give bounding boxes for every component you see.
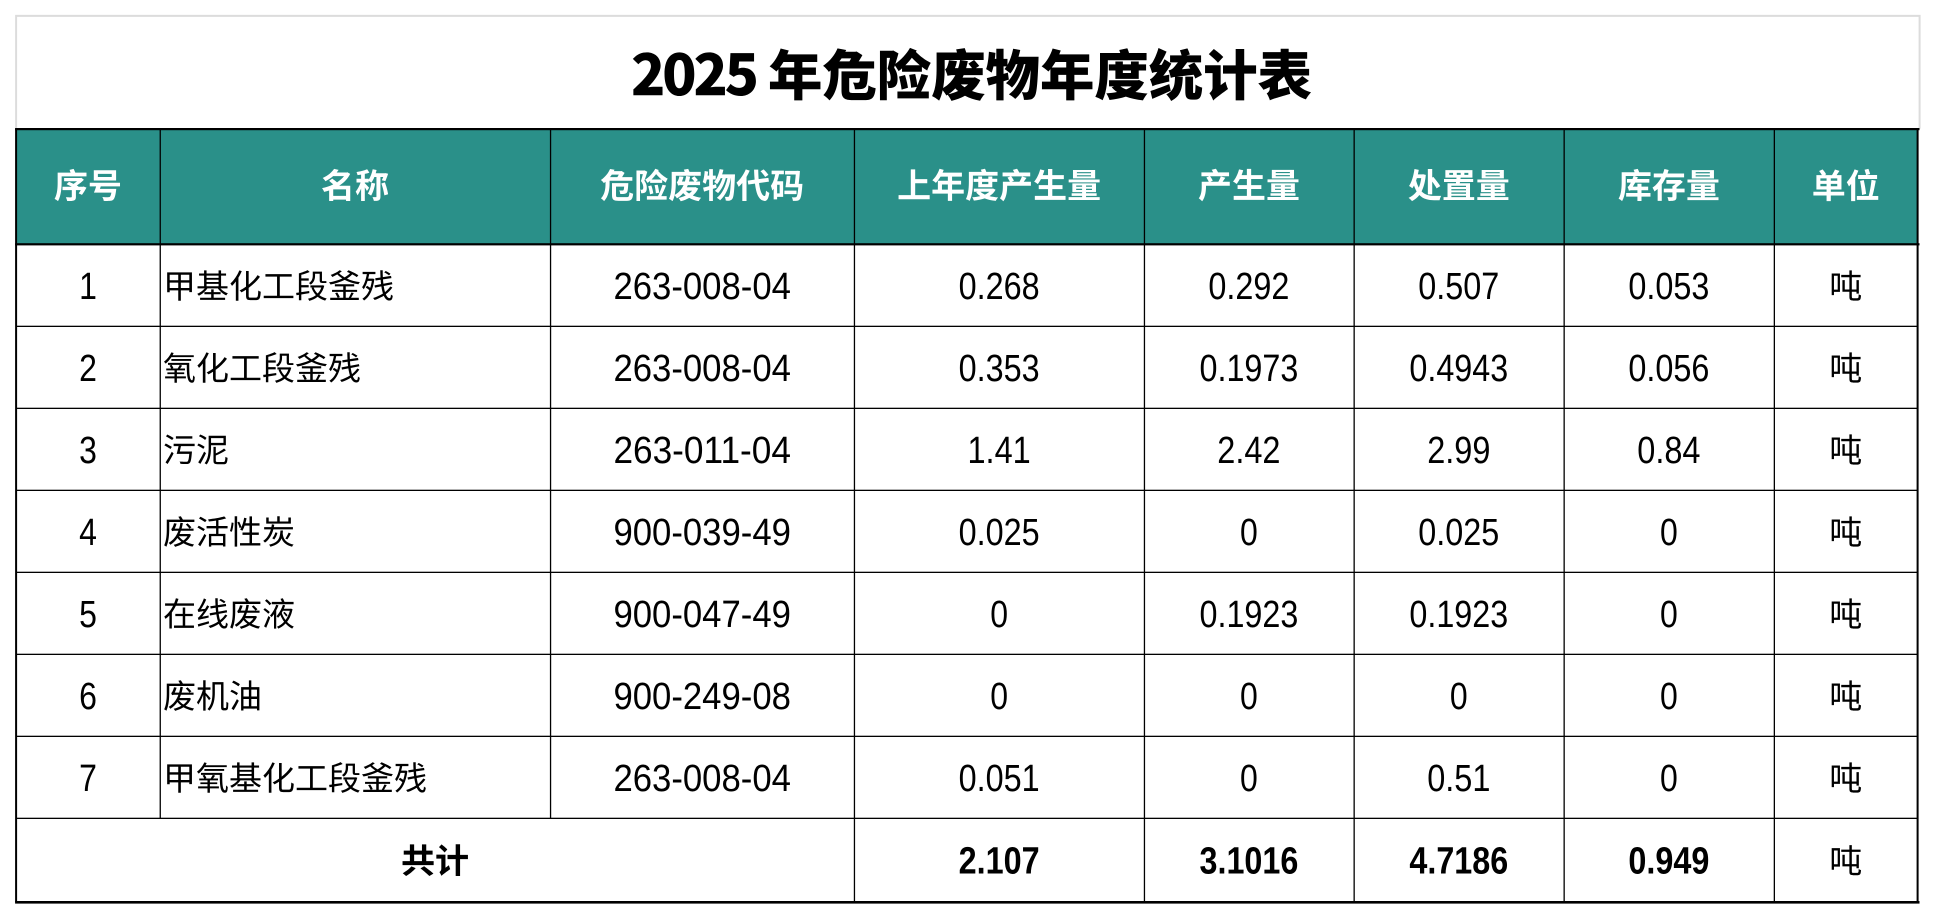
svg-text:0: 0: [1240, 512, 1258, 554]
svg-text:0.84: 0.84: [1637, 430, 1700, 472]
svg-text:0: 0: [990, 594, 1008, 636]
svg-text:6: 6: [79, 676, 97, 718]
svg-text:2.107: 2.107: [959, 840, 1040, 882]
svg-text:0.053: 0.053: [1628, 266, 1709, 308]
svg-text:0.056: 0.056: [1628, 348, 1709, 390]
svg-text:0: 0: [1240, 758, 1258, 800]
svg-text:0.268: 0.268: [959, 266, 1040, 308]
svg-text:0: 0: [1240, 676, 1258, 718]
svg-text:4.7186: 4.7186: [1409, 840, 1508, 882]
svg-text:263-008-04: 263-008-04: [613, 266, 791, 308]
svg-text:0: 0: [990, 676, 1008, 718]
svg-text:0.1973: 0.1973: [1200, 348, 1299, 390]
svg-text:0.353: 0.353: [959, 348, 1040, 390]
svg-text:0: 0: [1660, 594, 1678, 636]
svg-text:0.051: 0.051: [959, 758, 1040, 800]
svg-text:900-039-49: 900-039-49: [613, 512, 791, 554]
svg-text:2.99: 2.99: [1427, 430, 1490, 472]
svg-text:0.025: 0.025: [959, 512, 1040, 554]
svg-text:3.1016: 3.1016: [1200, 840, 1299, 882]
svg-text:0.292: 0.292: [1208, 266, 1289, 308]
svg-text:2.42: 2.42: [1217, 430, 1280, 472]
svg-text:263-008-04: 263-008-04: [613, 348, 791, 390]
svg-text:0.949: 0.949: [1628, 840, 1709, 882]
svg-text:0.51: 0.51: [1427, 758, 1490, 800]
svg-text:0: 0: [1660, 512, 1678, 554]
svg-text:0.507: 0.507: [1418, 266, 1499, 308]
svg-text:0.4943: 0.4943: [1409, 348, 1508, 390]
svg-text:0: 0: [1660, 758, 1678, 800]
svg-text:0: 0: [1660, 676, 1678, 718]
svg-text:0.1923: 0.1923: [1200, 594, 1299, 636]
svg-text:7: 7: [79, 758, 97, 800]
svg-text:263-008-04: 263-008-04: [613, 758, 791, 800]
svg-text:2: 2: [79, 348, 97, 390]
svg-text:4: 4: [79, 512, 97, 554]
svg-text:0.1923: 0.1923: [1409, 594, 1508, 636]
svg-text:5: 5: [79, 594, 97, 636]
svg-text:900-249-08: 900-249-08: [613, 676, 791, 718]
svg-text:0: 0: [1450, 676, 1468, 718]
svg-text:1.41: 1.41: [968, 430, 1031, 472]
svg-text:263-011-04: 263-011-04: [613, 430, 791, 472]
svg-text:900-047-49: 900-047-49: [613, 594, 791, 636]
svg-text:1: 1: [79, 266, 97, 308]
svg-text:0.025: 0.025: [1418, 512, 1499, 554]
svg-text:3: 3: [79, 430, 97, 472]
